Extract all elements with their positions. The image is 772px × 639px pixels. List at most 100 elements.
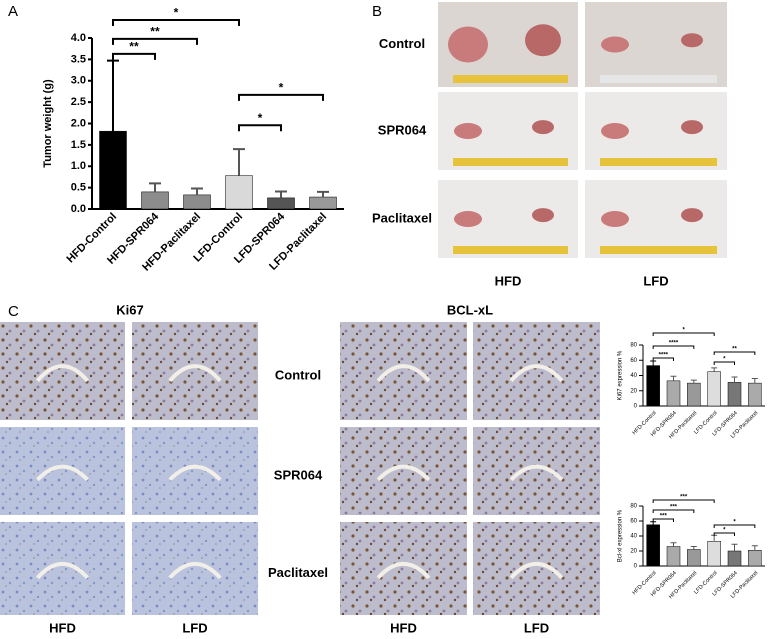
ruler (453, 246, 568, 254)
micrograph (132, 427, 258, 515)
error-bar (317, 190, 329, 198)
significance-label: ** (150, 24, 160, 38)
column-label: LFD (643, 273, 668, 288)
significance-label: * (682, 327, 685, 333)
significance-bracket (652, 357, 674, 361)
tumor (601, 211, 629, 227)
micrograph (473, 322, 600, 420)
significance-label: * (174, 6, 179, 20)
error-bar (191, 187, 203, 195)
bar (727, 382, 742, 407)
significance-bracket (112, 37, 198, 45)
row-label: Paclitaxel (372, 210, 432, 225)
error-bar (670, 375, 677, 381)
significance-bracket (238, 93, 324, 101)
gland (36, 464, 89, 482)
gland (376, 464, 431, 482)
error-bar (751, 378, 758, 384)
gland (168, 464, 222, 482)
significance-label: **** (669, 340, 679, 346)
ruler (453, 158, 568, 166)
y-tick-label: 0.0 (71, 203, 86, 215)
y-tick-label: 60 (630, 519, 637, 525)
column-label: LFD (524, 620, 549, 635)
row-label: Control (379, 36, 425, 51)
error-bar (751, 545, 758, 551)
bar (183, 194, 211, 210)
bar (748, 382, 762, 407)
tumor (454, 211, 482, 227)
bar (141, 191, 169, 210)
y-tick-label: 80 (630, 343, 637, 349)
y-tick-label: 3.0 (71, 75, 86, 87)
bar (748, 550, 762, 567)
bar (99, 130, 127, 210)
bar (666, 380, 681, 407)
error-bar (711, 367, 718, 372)
bar (687, 382, 701, 407)
gland (509, 562, 564, 580)
gland (509, 464, 564, 482)
micrograph (340, 522, 467, 615)
y-tick-label: 20 (630, 549, 637, 555)
y-axis-title: Tumor weight (g) (42, 79, 54, 168)
panel-label: A (8, 3, 18, 20)
significance-bracket (112, 19, 240, 27)
y-tick-label: 4.0 (71, 32, 86, 44)
significance-label: * (723, 356, 726, 362)
gland (376, 364, 431, 383)
error-bar (711, 534, 718, 542)
bar (707, 371, 721, 407)
y-tick-label: 0.5 (71, 182, 86, 194)
y-tick-label: 2.5 (71, 96, 86, 108)
tumor (681, 120, 703, 135)
bar (666, 546, 681, 567)
error-bar (275, 190, 287, 198)
gland (36, 562, 89, 580)
ruler (453, 75, 568, 83)
y-tick-label: 80 (630, 504, 637, 510)
significance-bracket (652, 518, 674, 522)
micrograph (0, 322, 125, 420)
micrograph (340, 322, 467, 420)
error-bar (233, 148, 245, 176)
error-bar (690, 546, 697, 550)
error-bar (650, 360, 657, 366)
significance-label: * (258, 111, 263, 125)
tumor (681, 208, 703, 223)
bar (225, 175, 253, 210)
micrograph (0, 427, 125, 515)
y-tick-label: 40 (630, 373, 637, 379)
micrograph (473, 427, 600, 515)
micrograph (473, 522, 600, 615)
error-bar (107, 59, 119, 132)
significance-bracket (238, 124, 282, 132)
bar (727, 550, 742, 567)
significance-label: *** (680, 494, 688, 500)
tumor (454, 123, 482, 139)
tumor (601, 123, 629, 139)
gland (35, 364, 90, 383)
micrograph (132, 322, 258, 420)
y-tick-label: 40 (630, 534, 637, 540)
y-tick-label: 0 (634, 404, 638, 410)
panel-label: C (8, 303, 19, 320)
column-label: HFD (495, 273, 522, 288)
significance-label: ** (129, 39, 139, 53)
tumor (532, 120, 554, 135)
y-tick-label: 60 (630, 358, 637, 364)
significance-bracket (652, 345, 695, 349)
ruler (600, 246, 717, 254)
significance-bracket (652, 499, 715, 503)
micrograph (0, 522, 125, 615)
micrograph (340, 427, 467, 515)
tumor (532, 208, 554, 223)
row-label: SPR064 (378, 122, 427, 137)
significance-label: *** (670, 504, 678, 510)
bar (707, 541, 721, 567)
error-bar (149, 182, 161, 192)
significance-bracket (713, 524, 756, 528)
column-label: LFD (182, 620, 207, 635)
significance-bracket (713, 532, 735, 536)
row-label: Control (275, 367, 321, 382)
